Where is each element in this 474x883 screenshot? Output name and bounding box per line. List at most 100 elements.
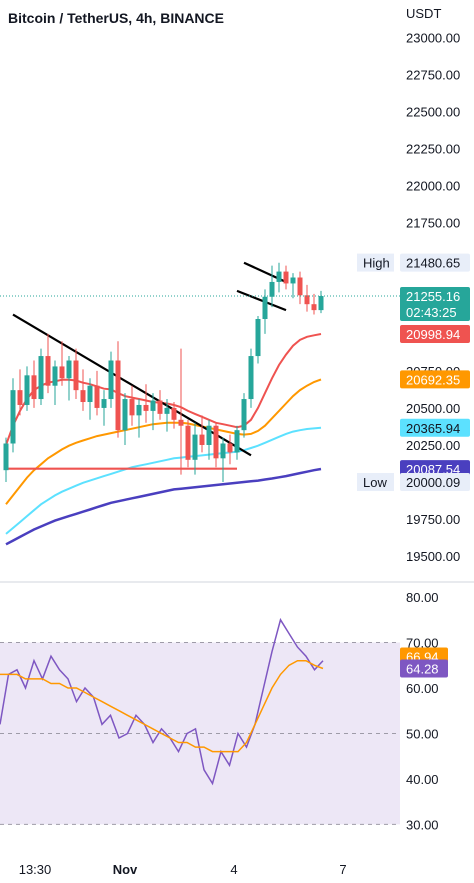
candle-15[interactable]: [108, 351, 114, 408]
candle-29[interactable]: [206, 419, 212, 460]
currency-label: USDT: [406, 6, 441, 21]
candle-26[interactable]: [185, 419, 191, 468]
rsi-pane[interactable]: [0, 617, 400, 825]
candle-30[interactable]: [213, 422, 219, 468]
candle-42[interactable]: [297, 271, 303, 305]
candle-0[interactable]: [3, 437, 9, 483]
svg-text:20000.09: 20000.09: [406, 475, 460, 490]
rsi-tick-1: 70.00: [406, 636, 439, 651]
candle-35[interactable]: [248, 348, 254, 408]
rsi-axis[interactable]: 80.00 70.00 60.00 50.00 40.00 30.00: [406, 590, 439, 832]
price-tick-5: 21750.00: [406, 216, 460, 231]
rsi-tick-5: 30.00: [406, 817, 439, 832]
time-axis[interactable]: 13:30 Nov 4 7: [19, 862, 347, 877]
candle-12[interactable]: [87, 378, 93, 420]
rsi-tick-3: 50.00: [406, 726, 439, 741]
candle-7[interactable]: [52, 360, 58, 405]
candle-44[interactable]: [311, 293, 317, 315]
time-tick-1: Nov: [113, 862, 138, 877]
rsi-line: [0, 617, 324, 786]
candle-8[interactable]: [59, 341, 65, 386]
candles-layer[interactable]: [3, 262, 324, 483]
candle-31[interactable]: [220, 437, 226, 483]
candle-4[interactable]: [31, 360, 37, 408]
candle-27[interactable]: [192, 422, 198, 475]
price-tag-down: 20998.94: [400, 324, 470, 343]
candle-43[interactable]: [304, 284, 310, 312]
rsi-tick-4: 40.00: [406, 772, 439, 787]
price-tick-4: 22000.00: [406, 179, 460, 194]
candle-10[interactable]: [73, 348, 79, 400]
time-tick-2: 4: [230, 862, 237, 877]
candle-11[interactable]: [80, 369, 86, 411]
price-tick-3: 22250.00: [406, 142, 460, 157]
candle-34[interactable]: [241, 393, 247, 438]
candle-19[interactable]: [136, 399, 142, 438]
price-tag-cyan: 20365.94: [400, 418, 470, 437]
candle-21[interactable]: [150, 393, 156, 431]
price-tick-10: 20500.00: [406, 401, 460, 416]
ma-slow-line: [5, 426, 322, 535]
svg-text:21255.16: 21255.16: [406, 289, 460, 304]
rsi-tick-0: 80.00: [406, 590, 439, 605]
candle-37[interactable]: [262, 289, 268, 334]
candle-22[interactable]: [157, 390, 163, 420]
price-tick-1: 22750.00: [406, 67, 460, 82]
time-tick-0: 13:30: [19, 862, 52, 877]
candle-33[interactable]: [234, 425, 240, 460]
candle-18[interactable]: [129, 385, 135, 426]
price-tick-11: 20250.00: [406, 438, 460, 453]
price-tag-high: High 21480.65: [357, 253, 470, 272]
candle-45[interactable]: [318, 290, 324, 314]
svg-text:20692.35: 20692.35: [406, 372, 460, 387]
svg-text:64.28: 64.28: [406, 662, 439, 677]
candle-5[interactable]: [38, 348, 44, 405]
candle-17[interactable]: [122, 393, 128, 445]
candle-40[interactable]: [283, 265, 289, 290]
price-tag-orange: 20692.35: [400, 370, 470, 389]
flag-bottom-line[interactable]: [236, 289, 287, 312]
candle-6[interactable]: [45, 333, 51, 394]
candle-36[interactable]: [255, 316, 261, 364]
svg-text:20998.94: 20998.94: [406, 327, 460, 342]
rsi-tag-purple: 64.28: [400, 659, 448, 678]
svg-text:20365.94: 20365.94: [406, 421, 460, 436]
svg-text:21480.65: 21480.65: [406, 256, 460, 271]
candle-14[interactable]: [101, 390, 107, 426]
ma-mid-line: [5, 378, 322, 505]
candle-41[interactable]: [290, 273, 296, 299]
candle-39[interactable]: [276, 262, 282, 293]
rsi-tick-2: 60.00: [406, 681, 439, 696]
candle-16[interactable]: [115, 341, 121, 438]
candle-32[interactable]: [227, 434, 233, 465]
candle-20[interactable]: [143, 384, 149, 423]
price-tag-low: Low 20000.09: [357, 473, 470, 492]
svg-text:Low: Low: [363, 475, 387, 490]
candle-24[interactable]: [171, 402, 177, 429]
candle-2[interactable]: [17, 369, 23, 416]
symbol-title: Bitcoin / TetherUS, 4h, BINANCE: [8, 10, 224, 26]
ma-long-line: [5, 467, 322, 546]
rsi-ma-line: [0, 659, 324, 753]
candle-9[interactable]: [66, 356, 72, 401]
candle-13[interactable]: [94, 370, 100, 416]
price-tick-2: 22500.00: [406, 105, 460, 120]
candle-23[interactable]: [164, 399, 170, 432]
candle-38[interactable]: [269, 265, 275, 308]
candle-3[interactable]: [24, 366, 30, 411]
candle-1[interactable]: [10, 378, 16, 453]
candle-28[interactable]: [199, 415, 205, 453]
price-tick-14: 19500.00: [406, 549, 460, 564]
time-tick-3: 7: [339, 862, 346, 877]
price-tick-13: 19750.00: [406, 512, 460, 527]
candle-25[interactable]: [178, 348, 184, 475]
ma-fast-line: [5, 333, 322, 446]
svg-text:02:43:25: 02:43:25: [406, 305, 457, 320]
moving-averages: [5, 333, 322, 546]
price-tick-0: 23000.00: [406, 30, 460, 45]
svg-text:High: High: [363, 256, 390, 271]
